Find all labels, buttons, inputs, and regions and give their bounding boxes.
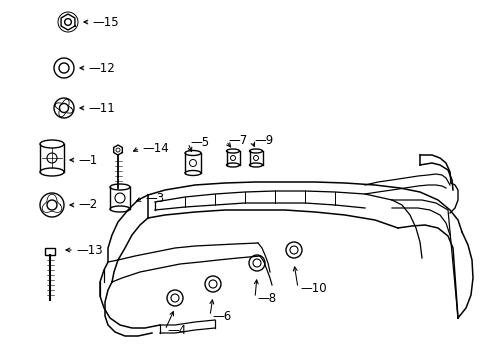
Text: —6: —6 xyxy=(212,310,231,323)
Text: —8: —8 xyxy=(257,292,276,305)
Text: —12: —12 xyxy=(88,62,115,75)
Text: —9: —9 xyxy=(253,135,273,148)
Text: —4: —4 xyxy=(167,324,186,337)
Text: —13: —13 xyxy=(76,243,102,256)
Text: —15: —15 xyxy=(92,15,119,28)
Text: —7: —7 xyxy=(227,135,247,148)
Text: —14: —14 xyxy=(142,141,168,154)
Text: —5: —5 xyxy=(190,136,209,149)
Text: —10: —10 xyxy=(299,282,326,294)
Text: —1: —1 xyxy=(78,153,97,166)
Text: —3: —3 xyxy=(145,192,164,204)
Text: —11: —11 xyxy=(88,102,115,114)
Text: —2: —2 xyxy=(78,198,97,211)
Bar xyxy=(45,248,55,255)
